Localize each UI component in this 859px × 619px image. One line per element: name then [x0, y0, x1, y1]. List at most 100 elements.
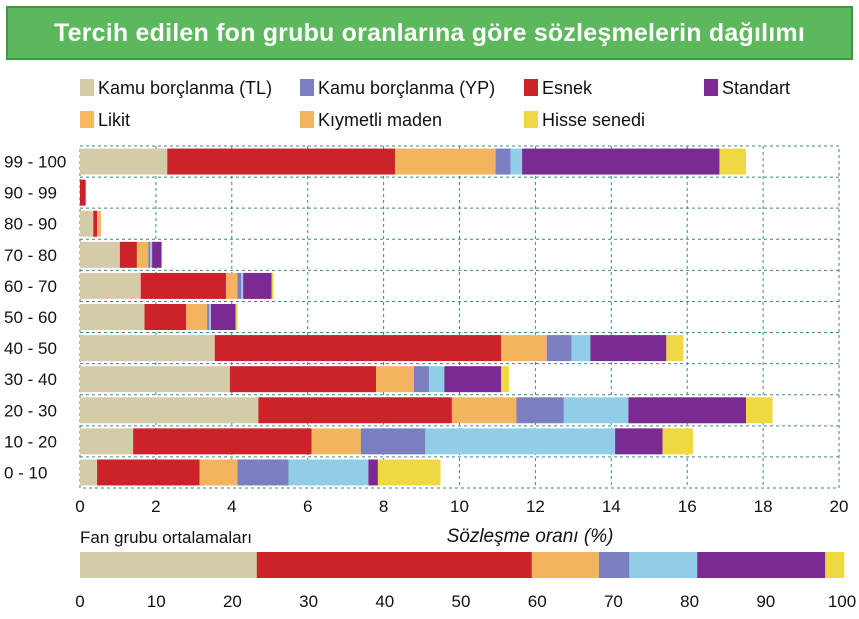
- x-tick-label: 10: [450, 497, 469, 516]
- bar-row-80-90: [80, 210, 101, 237]
- bar-segment-kamu-borclanma-yp: [413, 366, 430, 393]
- bar-segment-kiymetli-maden: [136, 241, 149, 268]
- x-tick-label: 12: [526, 497, 545, 516]
- legend-swatch: [300, 111, 314, 128]
- bar-segment-kamu-borclanma-yp: [207, 304, 210, 330]
- bar-row-30-40: [80, 366, 509, 393]
- bar-segment-kamu-borclanma-tl: [80, 366, 230, 393]
- x-tick-label: 18: [754, 497, 773, 516]
- bar-segment-hisse-senedi: [501, 366, 509, 393]
- bar-segment-kamu-borclanma-tl: [80, 459, 98, 486]
- legend-label: Hisse senedi: [542, 110, 645, 130]
- average-axis-ticks: 0 10 20 30 40 50 60 70 80 90 100: [75, 592, 856, 611]
- legend: Kamu borçlanma (TL) Kamu borçlanma (YP) Es…: [80, 78, 790, 130]
- average-tick-label: 0: [75, 592, 84, 611]
- bar-segment-likit: [571, 335, 591, 362]
- bar-row-10-20: [80, 428, 693, 455]
- bar-segment-kamu-borclanma-tl: [80, 210, 94, 237]
- row-label: 50 - 60: [4, 308, 57, 327]
- bar-segment-kamu-borclanma-yp: [237, 459, 289, 486]
- x-axis-label: Sözleşme oranı (%): [447, 526, 614, 547]
- bar-segment-kiymetli-maden: [199, 459, 238, 486]
- average-tick-label: 80: [680, 592, 699, 611]
- bar-segment-kiymetli-maden: [394, 148, 496, 175]
- bars: [80, 148, 773, 486]
- bar-row-50-60: [80, 304, 238, 330]
- x-tick-label: 8: [379, 497, 388, 516]
- x-tick-label: 0: [75, 497, 84, 516]
- legend-swatch: [300, 79, 314, 96]
- average-segment-kiymetli-maden: [531, 552, 599, 578]
- bar-segment-esnek: [214, 335, 502, 362]
- bar-segment-esnek: [97, 459, 200, 486]
- bar-segment-kiymetli-maden: [226, 272, 238, 299]
- bar-segment-likit: [429, 366, 445, 393]
- bar-segment-kamu-borclanma-tl: [80, 304, 145, 330]
- row-labels: 99 - 100 90 - 99 80 - 90 70 - 80 60 - 70 50 -…: [4, 153, 66, 483]
- bar-segment-standart: [628, 397, 747, 424]
- average-segment-standart: [697, 552, 826, 578]
- legend-swatch: [524, 79, 538, 96]
- bar-segment-esnek: [133, 428, 312, 455]
- x-tick-label: 14: [602, 497, 621, 516]
- legend-label: Standart: [722, 78, 790, 98]
- legend-label: Kıymetli maden: [318, 110, 442, 130]
- bar-segment-likit: [510, 148, 523, 175]
- bar-segment-kiymetli-maden: [311, 428, 361, 455]
- bar-segment-standart: [243, 272, 272, 299]
- bar-segment-hisse-senedi: [719, 148, 747, 175]
- bar-segment-standart: [522, 148, 720, 175]
- row-label: 90 - 99: [4, 184, 57, 203]
- bar-segment-kamu-borclanma-tl: [80, 428, 134, 455]
- bar-segment-esnek: [258, 397, 452, 424]
- average-tick-label: 20: [223, 592, 242, 611]
- bar-segment-likit: [425, 428, 616, 455]
- legend-swatch: [80, 79, 94, 96]
- average-segment-hisse-senedi: [825, 552, 845, 578]
- average-tick-label: 10: [147, 592, 166, 611]
- bar-segment-kamu-borclanma-yp: [495, 148, 511, 175]
- row-label: 80 - 90: [4, 215, 57, 234]
- bar-segment-likit: [209, 304, 211, 330]
- bar-row-20-30: [80, 397, 773, 424]
- average-segment-esnek: [256, 552, 532, 578]
- bar-segment-hisse-senedi: [271, 272, 274, 299]
- average-segment-kamu-borclanma-tl: [80, 552, 257, 578]
- bar-segment-kamu-borclanma-yp: [546, 335, 572, 362]
- average-tick-label: 50: [452, 592, 471, 611]
- bar-segment-standart: [615, 428, 663, 455]
- bar-row-70-80: [80, 241, 162, 268]
- legend-item-hisse-senedi: Hisse senedi: [524, 110, 645, 130]
- row-label: 0 - 10: [4, 463, 47, 482]
- row-label: 10 - 20: [4, 432, 57, 451]
- legend-label: Kamu borçlanma (YP): [318, 78, 495, 98]
- average-chart-title: Fan grubu ortalamaları: [80, 528, 252, 547]
- legend-item-kiymetli-maden: Kıymetli maden: [300, 110, 442, 130]
- bar-segment-kamu-borclanma-tl: [80, 272, 141, 299]
- legend-label: Kamu borçlanma (TL): [98, 78, 272, 98]
- bar-segment-standart: [368, 459, 378, 486]
- bar-segment-kiymetli-maden: [451, 397, 517, 424]
- legend-item-standart: Standart: [704, 78, 790, 98]
- bar-segment-esnek: [119, 241, 137, 268]
- row-label: 60 - 70: [4, 277, 57, 296]
- bar-segment-likit: [241, 272, 244, 299]
- average-segment-kamu-borclanma-yp: [598, 552, 630, 578]
- bar-segment-esnek: [80, 179, 86, 206]
- x-tick-label: 4: [227, 497, 236, 516]
- average-bar: [80, 552, 845, 578]
- average-tick-label: 90: [756, 592, 775, 611]
- row-label: 70 - 80: [4, 246, 57, 265]
- legend-label: Esnek: [542, 78, 593, 98]
- bar-segment-hisse-senedi: [666, 335, 684, 362]
- legend-item-kamu-borclanma-tl: Kamu borçlanma (TL): [80, 78, 272, 98]
- bar-segment-kamu-borclanma-yp: [148, 241, 151, 268]
- average-tick-label: 70: [604, 592, 623, 611]
- bar-row-0-10: [80, 459, 441, 486]
- bar-segment-likit: [150, 241, 153, 268]
- x-axis-ticks: 0 2 4 6 8 10 12 14 16 18 20: [75, 497, 848, 516]
- bar-row-99-100: [80, 148, 747, 175]
- bar-segment-esnek: [140, 272, 227, 299]
- legend-label: Likit: [98, 110, 130, 130]
